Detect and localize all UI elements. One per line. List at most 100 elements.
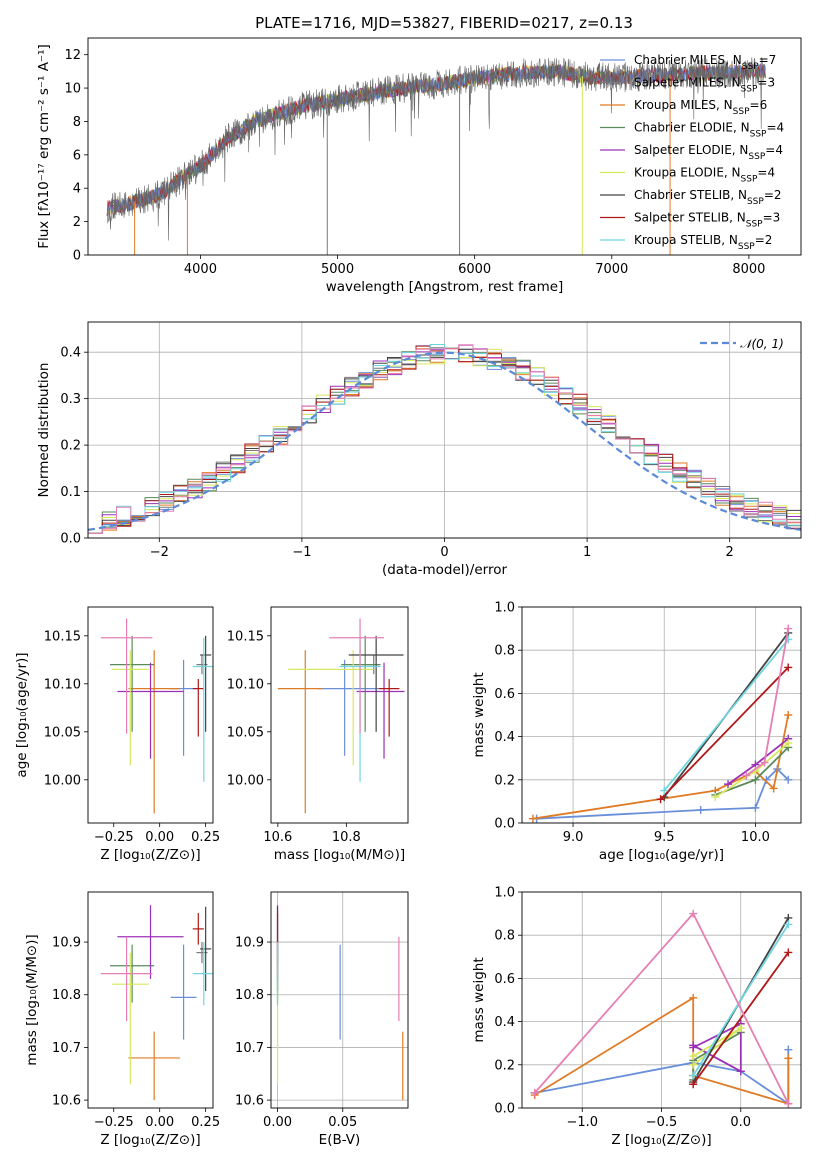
x-tick-label: 0.00: [145, 1115, 174, 1130]
figure-title: PLATE=1716, MJD=53827, FIBERID=0217, z=0…: [255, 14, 633, 32]
mass-weight-marker: [711, 793, 720, 802]
y-tick-label: 0.0: [60, 532, 81, 547]
x-tick-label: 0.00: [145, 830, 174, 845]
y-tick-label: 0.2: [494, 1058, 515, 1073]
y-axis-label: mass weight: [471, 957, 487, 1042]
mass-weight-line: [692, 1022, 742, 1073]
y-tick-label: 10.8: [235, 988, 264, 1003]
mass-weight-marker: [689, 1041, 698, 1050]
legend-subscript: SSP: [742, 62, 759, 72]
plot-area: [100, 618, 213, 814]
mass-weight-marker: [784, 1045, 793, 1054]
mass-weight-marker: [784, 948, 793, 957]
x-tick-label: −0.25: [94, 830, 134, 845]
y-tick-label: 2: [73, 215, 81, 230]
axes-frame: [87, 606, 214, 824]
legend-subscript: SSP: [750, 130, 767, 140]
legend-subscript: SSP: [747, 197, 764, 207]
mass-weight-marker: [656, 795, 665, 804]
y-tick-label: 10.15: [227, 629, 264, 644]
mass-vs-metallicity-panel: −0.25 0.00 0.25 10.6 10.7 10.8 10.9 Z [log₁₀(Z/…: [24, 891, 220, 1148]
y-axis-label: mass weight: [471, 672, 487, 757]
y-tick-label: 10.10: [227, 677, 264, 692]
mass-weight-vs-metallicity-panel: −1.0 −0.5 0.0 0.0 0.2 0.4 0.6 0.8 1.0 Z [log₁₀(Z/…: [471, 886, 802, 1148]
plot-area: [106, 57, 766, 255]
x-tick-label: 0.25: [191, 1115, 220, 1130]
x-tick-label: 7000: [595, 262, 628, 277]
plot-area: [528, 624, 793, 823]
x-tick-label: 8000: [732, 262, 765, 277]
x-axis-label: mass [log₁₀(M/M⊙)]: [274, 847, 405, 863]
x-tick-label: 0: [440, 545, 448, 560]
axes-frame: [521, 606, 802, 824]
x-tick-label: −0.5: [646, 1115, 678, 1130]
mass-weight-marker: [689, 1052, 698, 1061]
mass-weight-marker: [784, 920, 793, 929]
y-tick-label: 10: [64, 82, 81, 97]
x-tick-label: 0.00: [263, 1115, 292, 1130]
x-tick-label: 9.5: [654, 830, 675, 845]
mass-weight-marker: [689, 1060, 698, 1069]
mass-weight-marker: [784, 711, 793, 719]
y-tick-label: 4: [73, 182, 81, 197]
legend-subscript: SSP: [746, 220, 763, 230]
x-axis-label: Z [log₁₀(Z/Z⊙)]: [100, 1132, 200, 1148]
y-tick-label: 1.0: [494, 886, 515, 901]
mass-weight-marker: [784, 739, 793, 748]
mass-weight-marker: [760, 758, 769, 767]
y-tick-label: 10.05: [227, 725, 264, 740]
legend-subscript: SSP: [741, 85, 758, 95]
x-tick-label: −2: [150, 545, 169, 560]
y-tick-label: 10.10: [44, 677, 81, 692]
x-axis-label: E(B-V): [319, 1132, 361, 1148]
mass-weight-marker: [689, 993, 698, 1002]
y-tick-label: 10.15: [44, 629, 81, 644]
mass-weight-marker: [784, 775, 793, 784]
mass-weight-line: [692, 951, 790, 1085]
axes-frame: [87, 321, 802, 539]
age-vs-metallicity-panel: −0.25 0.00 0.25 10.00 10.05 10.10 10.15 Z [log₁…: [14, 606, 220, 863]
legend-label: 𝒩(0, 1): [740, 337, 784, 351]
x-tick-label: 1: [583, 545, 591, 560]
legend-label: Chabrier STELIB, NSSP=2: [634, 188, 782, 207]
mass-vs-ebv-panel: 0.00 0.05 10.6 10.7 10.8 10.9 E(B-V): [235, 891, 409, 1148]
age-vs-mass-panel: 10.6 10.8 10.00 10.05 10.10 10.15 mass [log₁₀(…: [227, 606, 409, 863]
x-tick-label: 6000: [458, 262, 491, 277]
x-tick-label: 5000: [321, 262, 354, 277]
x-axis-label: wavelength [Angstrom, rest frame]: [326, 279, 564, 295]
mass-weight-marker: [784, 624, 793, 633]
legend-label: Salpeter STELIB, NSSP=3: [634, 211, 780, 230]
x-axis-label: Z [log₁₀(Z/Z⊙)]: [611, 1132, 711, 1148]
x-tick-label: 10.6: [263, 830, 292, 845]
histogram-step: [88, 344, 801, 534]
y-axis-label: Normed distribution: [36, 363, 52, 498]
plot-area: [276, 905, 404, 1101]
y-tick-label: 0.8: [494, 929, 515, 944]
mass-weight-marker: [784, 1099, 793, 1108]
y-tick-label: 6: [73, 148, 81, 163]
y-tick-label: 10.05: [44, 725, 81, 740]
legend-label: Kroupa STELIB, NSSP=2: [634, 233, 772, 252]
y-tick-label: 0.0: [494, 1102, 515, 1117]
mass-weight-marker: [784, 1054, 793, 1063]
y-tick-label: 10.9: [52, 936, 81, 951]
normal-reference-curve: [88, 351, 801, 531]
mass-weight-marker: [784, 663, 793, 672]
x-tick-label: 2: [726, 545, 734, 560]
plot-area: [530, 909, 793, 1108]
axes-frame: [87, 37, 802, 256]
y-axis-label: mass [log₁₀(M/M⊙)]: [24, 934, 40, 1065]
mass-weight-marker: [530, 1088, 539, 1097]
x-tick-label: 10.8: [332, 830, 361, 845]
mass-weight-marker: [696, 806, 705, 815]
mass-weight-marker: [528, 814, 537, 823]
legend-subscript: SSP: [733, 107, 750, 117]
mass-weight-marker: [736, 1024, 745, 1033]
mass-weight-line: [536, 767, 789, 820]
plot-area: [100, 905, 213, 1101]
legend-label: Chabrier ELODIE, NSSP=4: [634, 121, 784, 140]
x-axis-label: age [log₁₀(age/yr)]: [599, 847, 724, 863]
mass-weight-line: [692, 923, 790, 1077]
y-tick-label: 0.3: [60, 392, 81, 407]
mass-weight-marker: [751, 775, 760, 784]
